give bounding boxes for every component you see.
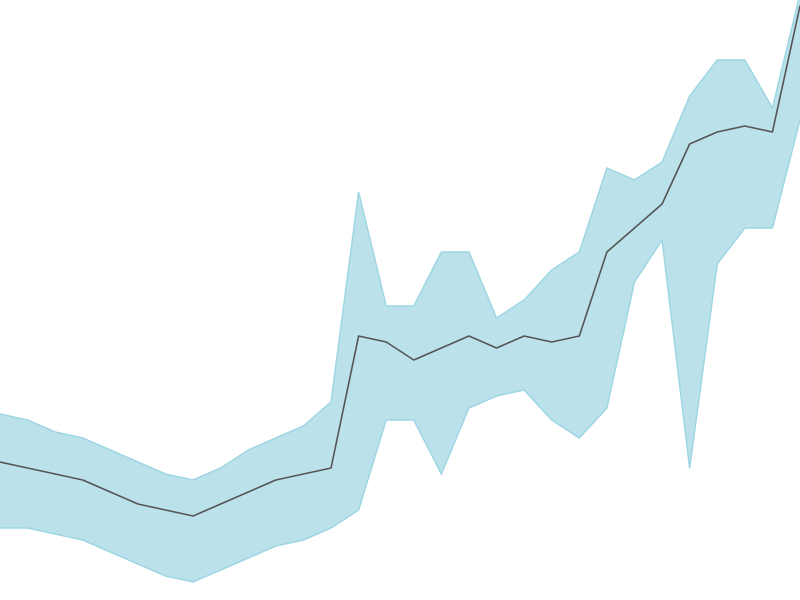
band-area xyxy=(0,0,800,582)
band-fill-path xyxy=(0,0,800,582)
band-chart xyxy=(0,0,800,600)
